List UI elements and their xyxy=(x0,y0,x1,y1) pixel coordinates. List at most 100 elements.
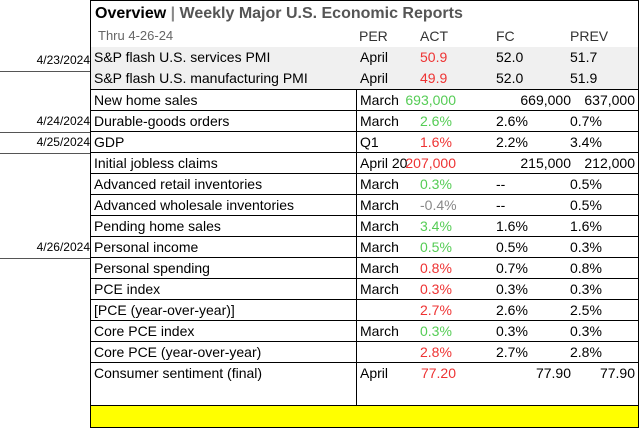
table-row: Pending home sales March 3.4% 1.6% 1.6% xyxy=(91,215,638,236)
column-divider xyxy=(356,89,357,405)
forecast-cell: 2.6% xyxy=(496,113,528,129)
col-header-per: PER xyxy=(359,28,388,44)
date-label: 4/23/2024 xyxy=(0,50,90,72)
period-cell: March xyxy=(360,218,399,234)
table-row: Personal income March 0.5% 0.5% 0.3% xyxy=(91,236,638,257)
table-row: S&P flash U.S. services PMI April 50.9 52.0… xyxy=(91,47,638,68)
highlight-row xyxy=(91,405,638,427)
table-row: Personal spending March 0.8% 0.7% 0.8% xyxy=(91,257,638,278)
previous-cell: 0.8% xyxy=(570,260,602,276)
actual-cell: 2.8% xyxy=(420,344,452,360)
forecast-cell: 2.7% xyxy=(496,344,528,360)
actual-cell: 0.8% xyxy=(420,260,452,276)
report-name: Advanced wholesale inventories xyxy=(94,197,295,213)
forecast-cell: 215,000 xyxy=(520,155,571,171)
report-name: S&P flash U.S. services PMI xyxy=(94,49,271,65)
col-header-act: ACT xyxy=(420,28,448,44)
table-row: Consumer sentiment (final) April 77.20 77.9… xyxy=(91,362,638,383)
previous-cell: 3.4% xyxy=(570,134,602,150)
previous-cell: 77.90 xyxy=(599,365,635,381)
report-name: [PCE (year-over-year)] xyxy=(94,302,235,318)
forecast-cell: 0.3% xyxy=(496,281,528,297)
previous-cell: 1.6% xyxy=(570,218,602,234)
title-separator: | xyxy=(166,5,180,22)
previous-cell: 0.3% xyxy=(570,323,602,339)
previous-cell: 0.5% xyxy=(570,197,602,213)
period-cell: March xyxy=(360,260,399,276)
title-main: Overview xyxy=(95,5,167,22)
period-cell: April xyxy=(360,49,389,65)
actual-cell: 207,000 xyxy=(405,155,456,171)
actual-cell: 0.3% xyxy=(420,323,452,339)
report-name: PCE index xyxy=(94,281,161,297)
table-row: Durable-goods orders March 2.6% 2.6% 0.7% xyxy=(91,110,638,131)
previous-cell: 637,000 xyxy=(584,92,635,108)
actual-cell: 77.20 xyxy=(420,365,456,381)
previous-cell: 51.9 xyxy=(570,70,598,86)
forecast-cell: 2.6% xyxy=(496,302,528,318)
previous-cell: 0.7% xyxy=(570,113,602,129)
table-row: Advanced wholesale inventories March -0.4%… xyxy=(91,194,638,215)
table-row: S&P flash U.S. manufacturing PMI April 49.… xyxy=(91,68,638,89)
table-frame xyxy=(90,0,639,428)
actual-cell: 1.6% xyxy=(420,134,452,150)
actual-cell: 0.5% xyxy=(420,239,452,255)
report-name: Personal spending xyxy=(94,260,210,276)
actual-cell: 50.9 xyxy=(420,49,448,65)
actual-cell: 49.9 xyxy=(420,70,448,86)
report-name: GDP xyxy=(94,134,125,150)
table-row: Core PCE index March 0.3% 0.3% 0.3% xyxy=(91,320,638,341)
period-cell: March xyxy=(360,92,399,108)
table-row: PCE index March 0.3% 0.3% 0.3% xyxy=(91,278,638,299)
title-sub: Weekly Major U.S. Economic Reports xyxy=(179,5,463,22)
table-row: Core PCE (year-over-year) 2.8% 2.7% 2.8% xyxy=(91,341,638,362)
period-cell: April xyxy=(360,70,389,86)
actual-cell: 2.7% xyxy=(420,302,452,318)
subtitle: Thru 4-26-24 xyxy=(98,28,174,43)
forecast-cell: 52.0 xyxy=(496,70,524,86)
actual-cell: 693,000 xyxy=(405,92,456,108)
col-header-prev: PREV xyxy=(570,28,609,44)
forecast-cell: 0.5% xyxy=(496,239,528,255)
table-row: GDP Q1 1.6% 2.2% 3.4% xyxy=(91,131,638,152)
report-name: Core PCE (year-over-year) xyxy=(94,344,262,360)
date-label: 4/25/2024 xyxy=(0,132,90,154)
previous-cell: 212,000 xyxy=(584,155,635,171)
report-name: Pending home sales xyxy=(94,218,221,234)
col-header-fc: FC xyxy=(496,28,515,44)
forecast-cell: 669,000 xyxy=(520,92,571,108)
report-name: Durable-goods orders xyxy=(94,113,230,129)
table-row: Initial jobless claims April 20 207,000 215… xyxy=(91,152,638,173)
period-cell: April xyxy=(360,365,389,381)
actual-cell: -0.4% xyxy=(420,197,457,213)
forecast-cell: 2.2% xyxy=(496,134,528,150)
actual-cell: 0.3% xyxy=(420,281,452,297)
period-cell: March xyxy=(360,176,399,192)
previous-cell: 2.5% xyxy=(570,302,602,318)
forecast-cell: -- xyxy=(496,197,506,213)
period-cell: March xyxy=(360,197,399,213)
period-cell: March xyxy=(360,323,399,339)
forecast-cell: 77.90 xyxy=(535,365,571,381)
previous-cell: 51.7 xyxy=(570,49,598,65)
date-label: 4/24/2024 xyxy=(0,111,90,133)
report-name: Advanced retail inventories xyxy=(94,176,263,192)
report-name: Consumer sentiment (final) xyxy=(94,365,263,381)
forecast-cell: 0.3% xyxy=(496,323,528,339)
period-cell: March xyxy=(360,281,399,297)
report-name: Personal income xyxy=(94,239,199,255)
report-name: S&P flash U.S. manufacturing PMI xyxy=(94,70,308,86)
table-row: New home sales March 693,000 669,000 637,000 xyxy=(91,89,638,110)
forecast-cell: -- xyxy=(496,176,506,192)
previous-cell: 0.3% xyxy=(570,239,602,255)
previous-cell: 0.3% xyxy=(570,281,602,297)
previous-cell: 2.8% xyxy=(570,344,602,360)
period-cell: Q1 xyxy=(360,134,379,150)
actual-cell: 3.4% xyxy=(420,218,452,234)
report-name: Initial jobless claims xyxy=(94,155,218,171)
period-cell: March xyxy=(360,239,399,255)
table-row: Advanced retail inventories March 0.3% -- 0.… xyxy=(91,173,638,194)
report-name: Core PCE index xyxy=(94,323,195,339)
previous-cell: 0.5% xyxy=(570,176,602,192)
